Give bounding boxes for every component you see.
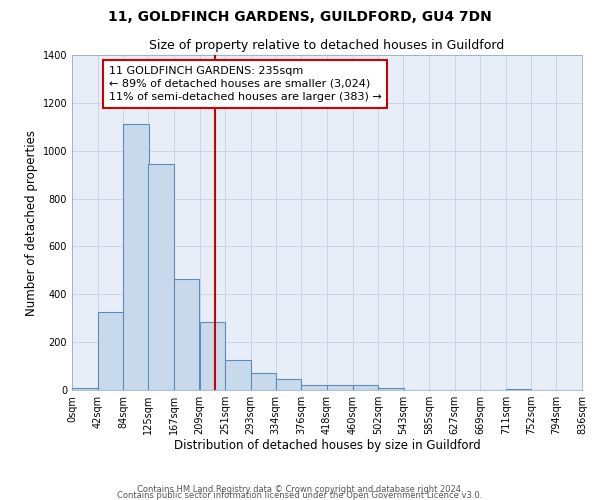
Bar — [174, 278, 199, 390]
Text: 11 GOLDFINCH GARDENS: 235sqm
← 89% of detached houses are smaller (3,024)
11% of: 11 GOLDFINCH GARDENS: 235sqm ← 89% of de… — [109, 66, 382, 102]
Bar — [251, 373, 277, 390]
Bar — [353, 385, 378, 390]
Bar — [72, 388, 98, 390]
Text: 11, GOLDFINCH GARDENS, GUILDFORD, GU4 7DN: 11, GOLDFINCH GARDENS, GUILDFORD, GU4 7D… — [108, 10, 492, 24]
Bar — [276, 379, 301, 390]
Bar — [98, 312, 123, 390]
Bar — [301, 385, 327, 390]
X-axis label: Distribution of detached houses by size in Guildford: Distribution of detached houses by size … — [173, 438, 481, 452]
Y-axis label: Number of detached properties: Number of detached properties — [25, 130, 38, 316]
Bar — [199, 322, 225, 390]
Text: Contains HM Land Registry data © Crown copyright and database right 2024.: Contains HM Land Registry data © Crown c… — [137, 484, 463, 494]
Bar — [378, 388, 404, 390]
Bar — [148, 164, 174, 390]
Bar — [506, 389, 532, 390]
Title: Size of property relative to detached houses in Guildford: Size of property relative to detached ho… — [149, 40, 505, 52]
Bar — [123, 124, 149, 390]
Bar — [225, 360, 251, 390]
Bar — [327, 385, 353, 390]
Text: Contains public sector information licensed under the Open Government Licence v3: Contains public sector information licen… — [118, 490, 482, 500]
